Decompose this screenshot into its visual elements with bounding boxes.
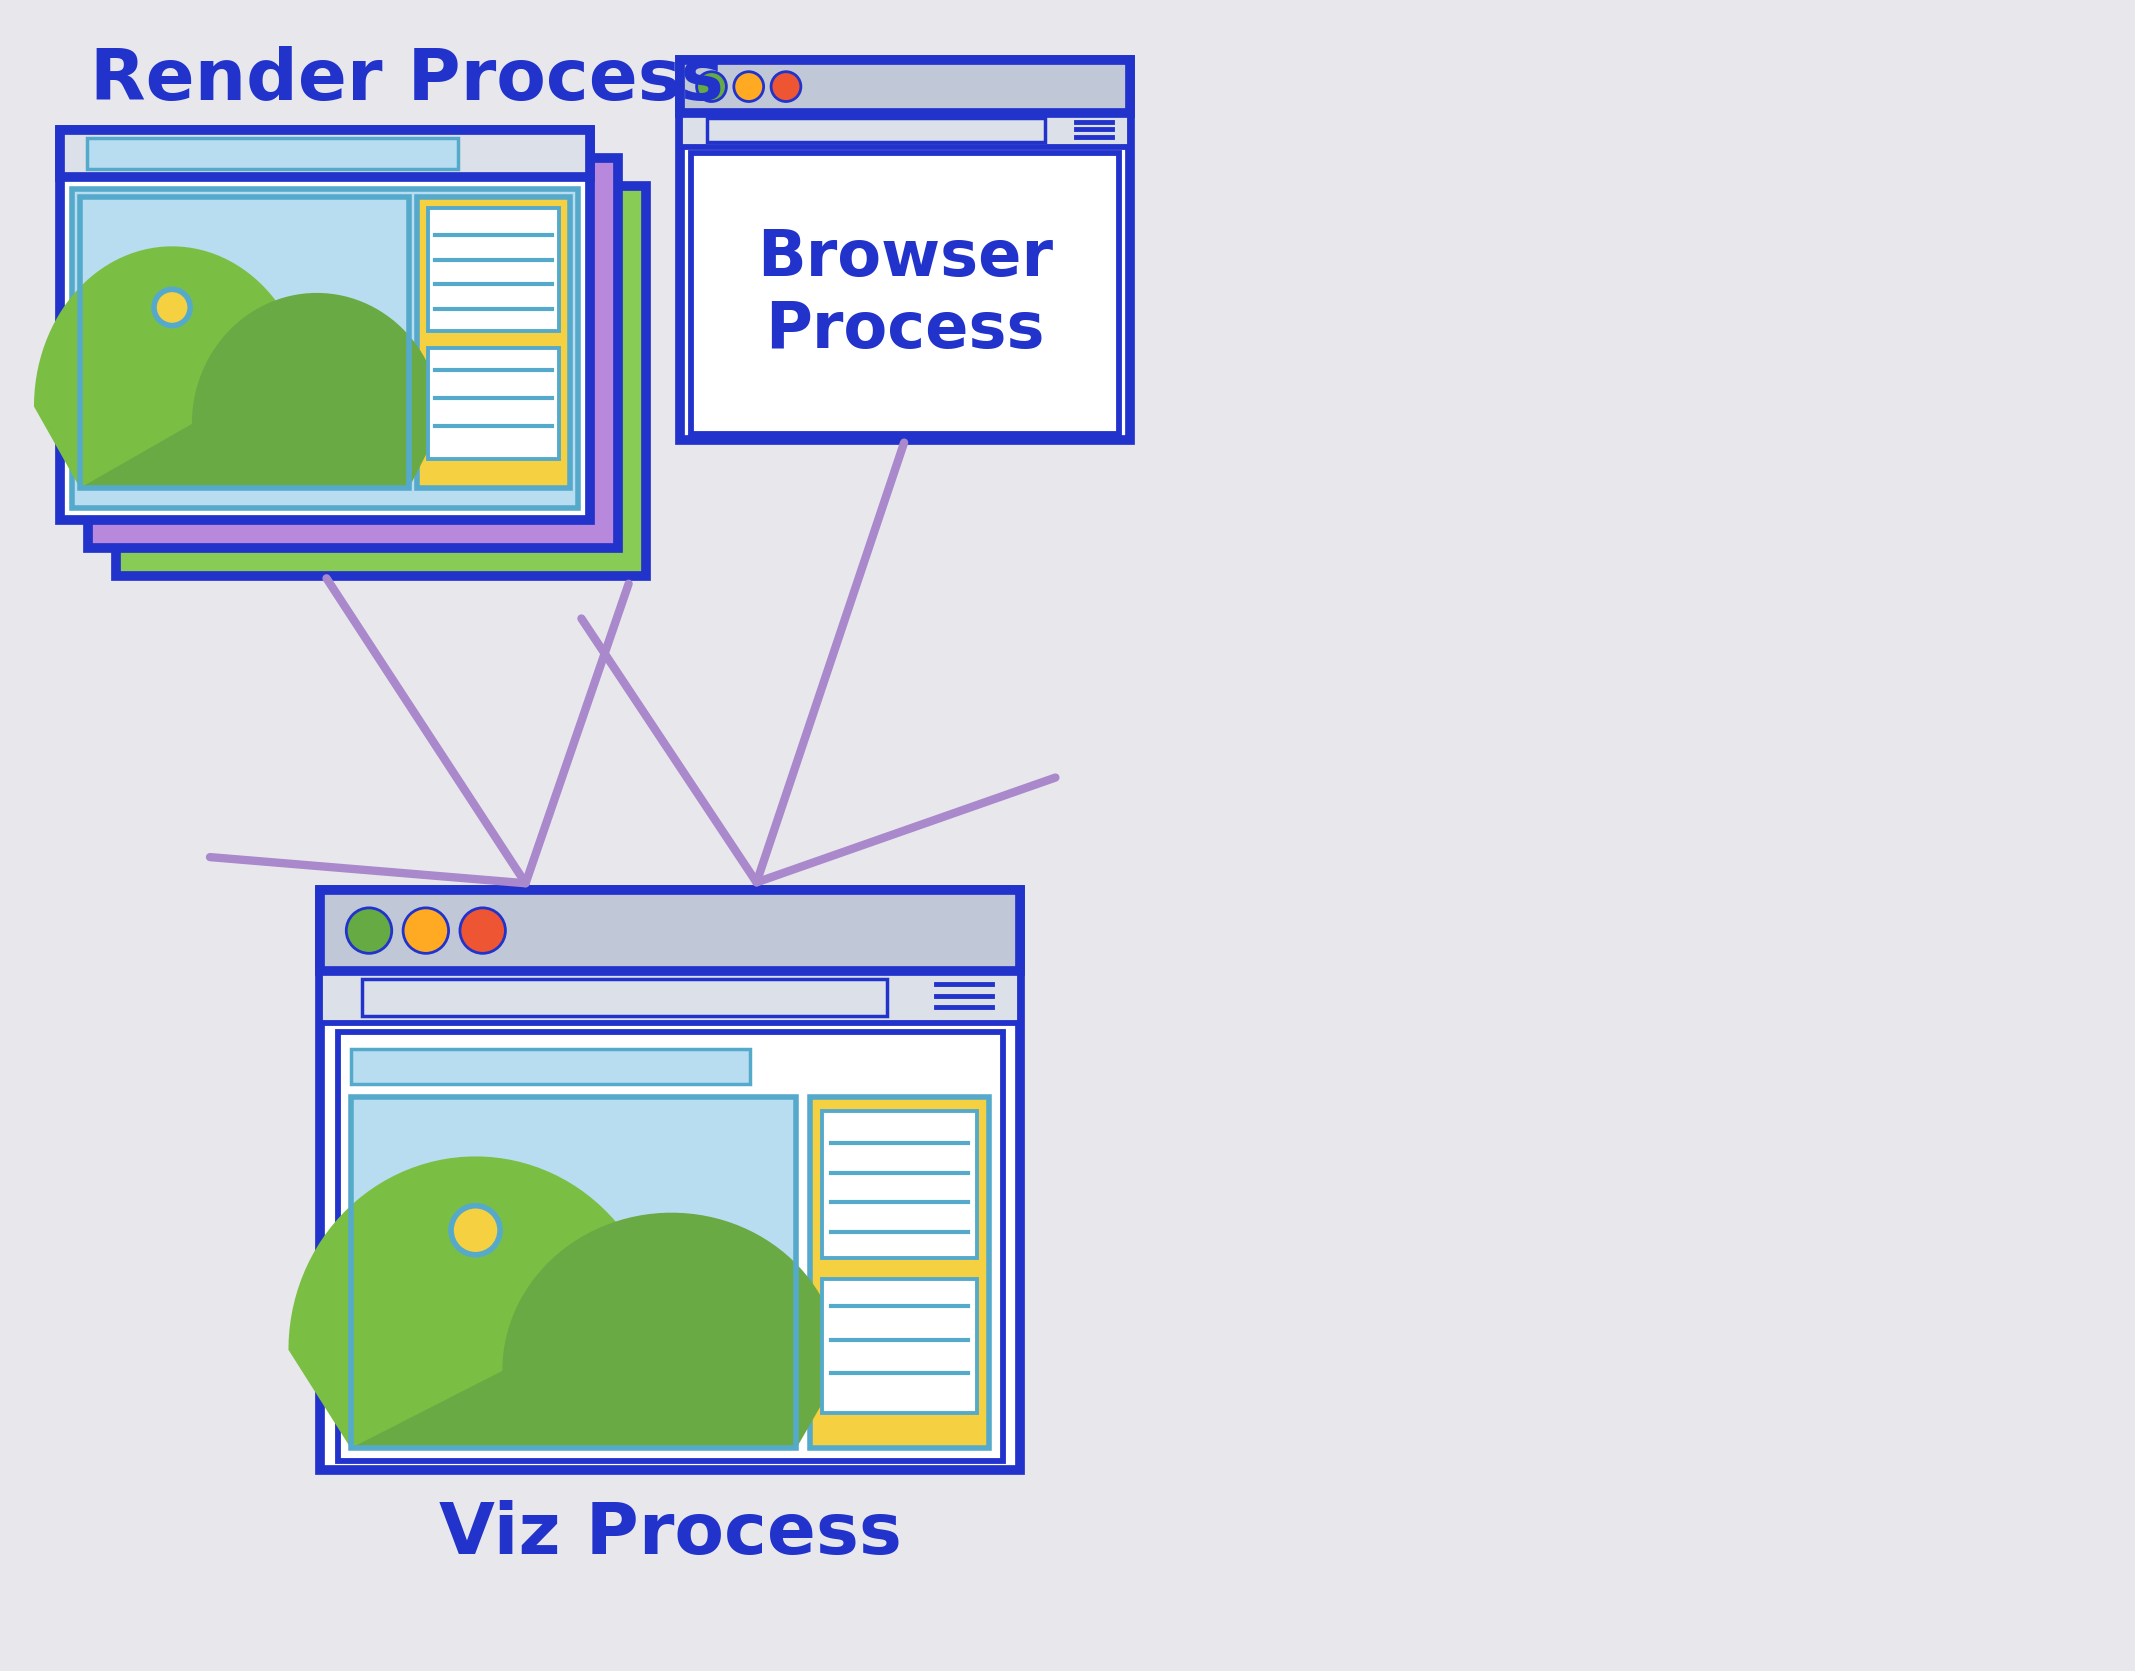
Text: Viz Process: Viz Process [438, 1501, 901, 1569]
Bar [115, 185, 647, 576]
Bar [350, 1096, 796, 1449]
Bar [320, 891, 1021, 1470]
Bar [681, 114, 1129, 147]
Bar [681, 60, 1129, 439]
Bar [320, 891, 1021, 971]
Text: Browser
Process: Browser Process [758, 227, 1053, 361]
Bar [320, 891, 1021, 971]
Polygon shape [288, 1156, 796, 1449]
Polygon shape [350, 1213, 841, 1449]
Bar [809, 1096, 989, 1449]
Bar [337, 1033, 1003, 1460]
Bar [681, 114, 1129, 147]
Circle shape [771, 72, 801, 102]
Circle shape [404, 907, 448, 954]
Bar [822, 1111, 976, 1258]
Bar [822, 1280, 976, 1414]
Bar [681, 60, 1129, 114]
Polygon shape [34, 246, 410, 488]
Bar [692, 154, 1119, 434]
Text: Render Process: Render Process [90, 47, 724, 115]
Circle shape [346, 907, 391, 954]
Bar [60, 130, 589, 177]
Bar [73, 189, 579, 508]
Circle shape [450, 1206, 500, 1255]
Bar [350, 1096, 796, 1449]
Bar [60, 130, 589, 520]
Bar [320, 971, 1021, 1023]
Circle shape [734, 72, 764, 102]
Bar [363, 979, 886, 1016]
Bar [88, 159, 617, 548]
Bar [681, 60, 1129, 114]
Bar [350, 1049, 749, 1084]
Bar [416, 197, 570, 488]
Bar [88, 139, 457, 169]
Bar [320, 971, 1021, 1023]
Bar [60, 130, 589, 177]
Bar [427, 209, 559, 331]
Circle shape [696, 72, 726, 102]
Bar [350, 1049, 749, 1084]
Polygon shape [79, 292, 442, 488]
Bar [79, 197, 410, 488]
Circle shape [459, 907, 506, 954]
Bar [707, 119, 1044, 142]
Bar [427, 348, 559, 460]
Circle shape [154, 289, 190, 326]
Bar [79, 197, 410, 488]
